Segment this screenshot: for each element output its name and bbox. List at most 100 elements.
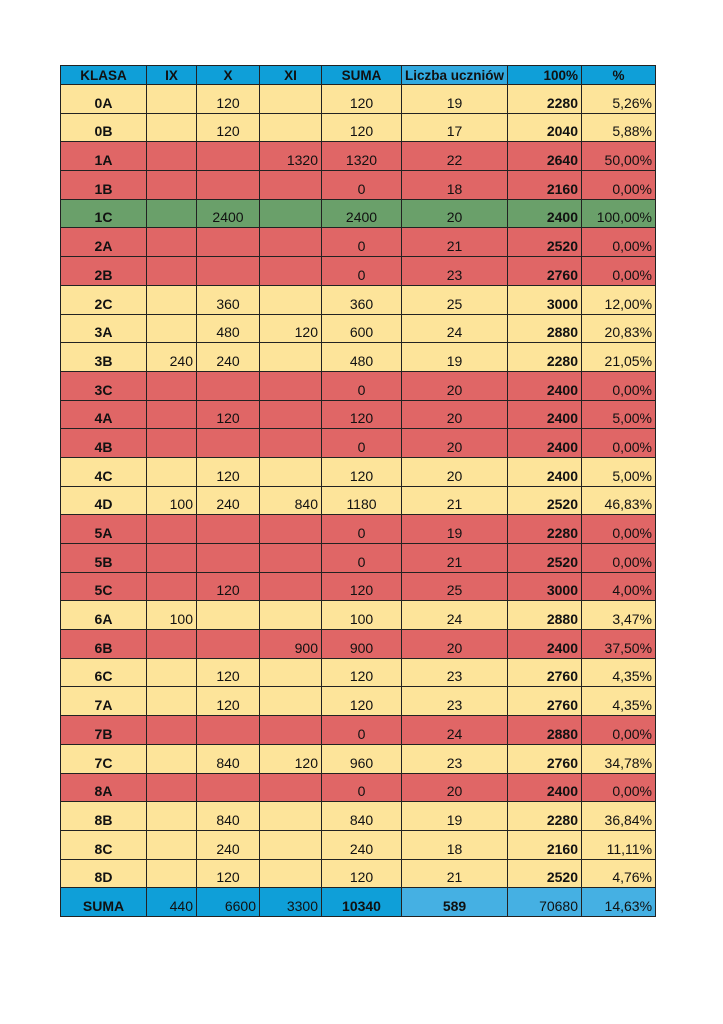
ix-cell[interactable] xyxy=(146,370,197,401)
percent-cell[interactable]: 0,00% xyxy=(581,227,657,258)
student-count-cell[interactable]: 23 xyxy=(400,686,509,717)
percent-cell[interactable]: 0,00% xyxy=(581,428,657,458)
class-cell[interactable]: 8A xyxy=(60,772,147,803)
student-count-cell[interactable]: 25 xyxy=(400,571,509,602)
full-cell[interactable]: 2640 xyxy=(507,141,583,172)
ix-cell[interactable] xyxy=(146,227,197,258)
x-cell[interactable]: 120 xyxy=(196,686,260,717)
x-cell[interactable]: 2400 xyxy=(196,198,260,229)
class-cell[interactable]: 4D xyxy=(60,485,147,516)
percent-cell[interactable]: 20,83% xyxy=(581,313,657,344)
percent-cell[interactable]: 0,00% xyxy=(581,715,657,745)
total-ix-cell[interactable]: 440 xyxy=(146,887,197,917)
sum-cell[interactable]: 120 xyxy=(321,858,402,889)
sum-cell[interactable]: 0 xyxy=(321,543,402,573)
ix-cell[interactable] xyxy=(146,428,197,458)
sum-cell[interactable]: 480 xyxy=(321,342,402,372)
ix-cell[interactable] xyxy=(146,715,197,745)
class-cell[interactable]: 3A xyxy=(60,313,147,344)
class-cell[interactable]: 8C xyxy=(60,829,147,860)
full-cell[interactable]: 2280 xyxy=(507,801,583,831)
student-count-cell[interactable]: 20 xyxy=(400,198,509,229)
sum-cell[interactable]: 360 xyxy=(321,284,402,315)
xi-cell[interactable] xyxy=(259,84,322,114)
student-count-cell[interactable]: 22 xyxy=(400,141,509,172)
xi-cell[interactable]: 120 xyxy=(259,313,322,344)
x-cell[interactable] xyxy=(196,141,260,172)
percent-cell[interactable]: 34,78% xyxy=(581,743,657,774)
sum-cell[interactable]: 0 xyxy=(321,514,402,544)
x-cell[interactable] xyxy=(196,428,260,458)
xi-cell[interactable]: 840 xyxy=(259,485,322,516)
full-cell[interactable]: 2400 xyxy=(507,428,583,458)
percent-cell[interactable]: 12,00% xyxy=(581,284,657,315)
sum-cell[interactable]: 1320 xyxy=(321,141,402,172)
percent-cell[interactable]: 5,00% xyxy=(581,456,657,487)
sum-cell[interactable]: 600 xyxy=(321,313,402,344)
full-cell[interactable]: 3000 xyxy=(507,571,583,602)
sum-cell[interactable]: 120 xyxy=(321,657,402,688)
xi-cell[interactable] xyxy=(259,600,322,631)
x-cell[interactable]: 120 xyxy=(196,571,260,602)
sum-cell[interactable]: 120 xyxy=(321,84,402,114)
x-cell[interactable]: 120 xyxy=(196,456,260,487)
percent-cell[interactable]: 0,00% xyxy=(581,543,657,573)
sum-cell[interactable]: 0 xyxy=(321,227,402,258)
ix-cell[interactable] xyxy=(146,571,197,602)
percent-cell[interactable]: 0,00% xyxy=(581,170,657,200)
ix-cell[interactable] xyxy=(146,772,197,803)
student-count-cell[interactable]: 21 xyxy=(400,858,509,889)
xi-cell[interactable] xyxy=(259,772,322,803)
full-cell[interactable]: 2160 xyxy=(507,829,583,860)
ix-cell[interactable] xyxy=(146,829,197,860)
xi-cell[interactable] xyxy=(259,342,322,372)
full-cell[interactable]: 2880 xyxy=(507,715,583,745)
xi-cell[interactable] xyxy=(259,571,322,602)
class-cell[interactable]: 3B xyxy=(60,342,147,372)
ix-cell[interactable] xyxy=(146,141,197,172)
sum-cell[interactable]: 120 xyxy=(321,399,402,430)
sum-cell[interactable]: 960 xyxy=(321,743,402,774)
xi-cell[interactable] xyxy=(259,198,322,229)
sum-cell[interactable]: 840 xyxy=(321,801,402,831)
xi-cell[interactable] xyxy=(259,284,322,315)
xi-cell[interactable]: 1320 xyxy=(259,141,322,172)
xi-cell[interactable] xyxy=(259,657,322,688)
full-cell[interactable]: 2400 xyxy=(507,399,583,430)
xi-cell[interactable] xyxy=(259,170,322,200)
percent-cell[interactable]: 0,00% xyxy=(581,772,657,803)
percent-cell[interactable]: 3,47% xyxy=(581,600,657,631)
full-cell[interactable]: 2400 xyxy=(507,198,583,229)
class-cell[interactable]: 3C xyxy=(60,370,147,401)
x-cell[interactable] xyxy=(196,715,260,745)
full-cell[interactable]: 3000 xyxy=(507,284,583,315)
ix-cell[interactable] xyxy=(146,284,197,315)
x-cell[interactable]: 840 xyxy=(196,743,260,774)
sum-cell[interactable]: 240 xyxy=(321,829,402,860)
total-percent-cell[interactable]: 14,63% xyxy=(581,887,657,917)
x-cell[interactable]: 360 xyxy=(196,284,260,315)
x-cell[interactable]: 120 xyxy=(196,858,260,889)
sum-cell[interactable]: 120 xyxy=(321,112,402,143)
x-cell[interactable]: 840 xyxy=(196,801,260,831)
class-cell[interactable]: 1B xyxy=(60,170,147,200)
student-count-cell[interactable]: 20 xyxy=(400,456,509,487)
student-count-cell[interactable]: 20 xyxy=(400,399,509,430)
student-count-cell[interactable]: 20 xyxy=(400,370,509,401)
ix-cell[interactable] xyxy=(146,629,197,659)
student-count-cell[interactable]: 18 xyxy=(400,170,509,200)
xi-cell[interactable] xyxy=(259,370,322,401)
x-cell[interactable]: 120 xyxy=(196,112,260,143)
student-count-cell[interactable]: 23 xyxy=(400,657,509,688)
xi-cell[interactable] xyxy=(259,801,322,831)
percent-cell[interactable]: 37,50% xyxy=(581,629,657,659)
percent-cell[interactable]: 50,00% xyxy=(581,141,657,172)
student-count-cell[interactable]: 25 xyxy=(400,284,509,315)
sum-cell[interactable]: 120 xyxy=(321,686,402,717)
xi-cell[interactable] xyxy=(259,399,322,430)
total-x-cell[interactable]: 6600 xyxy=(196,887,260,917)
percent-cell[interactable]: 100,00% xyxy=(581,198,657,229)
x-cell[interactable] xyxy=(196,256,260,286)
class-cell[interactable]: 8B xyxy=(60,801,147,831)
sum-cell[interactable]: 2400 xyxy=(321,198,402,229)
